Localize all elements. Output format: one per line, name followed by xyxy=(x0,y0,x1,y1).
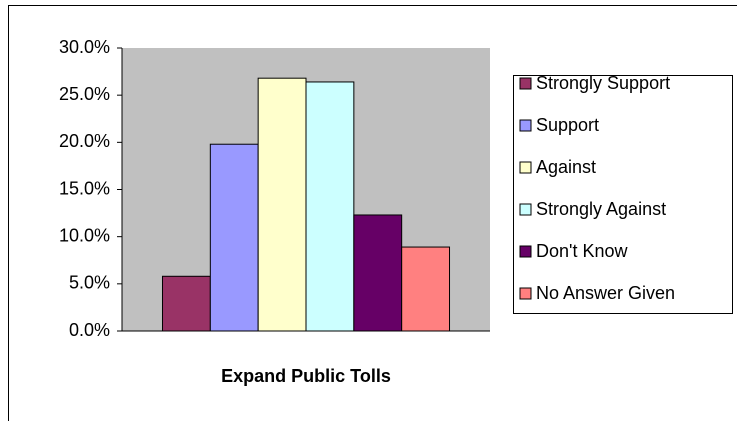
y-tick-label: 0.0% xyxy=(69,320,110,340)
legend-label: Don't Know xyxy=(536,241,628,261)
x-tick-label: Expand Public Tolls xyxy=(221,366,391,386)
bar xyxy=(402,247,450,331)
bar xyxy=(210,144,258,331)
legend-swatch xyxy=(520,120,531,131)
y-tick-label: 15.0% xyxy=(59,178,110,198)
y-tick-label: 5.0% xyxy=(69,273,110,293)
legend-label: No Answer Given xyxy=(536,283,675,303)
legend-swatch xyxy=(520,162,531,173)
legend-swatch xyxy=(520,204,531,215)
legend-swatch xyxy=(520,246,531,257)
y-tick-label: 25.0% xyxy=(59,84,110,104)
legend-label: Strongly Against xyxy=(536,199,666,219)
legend-swatch xyxy=(520,78,531,89)
legend-swatch xyxy=(520,288,531,299)
bar xyxy=(354,215,402,331)
legend-label: Against xyxy=(536,157,596,177)
bar xyxy=(258,78,306,331)
y-tick-label: 20.0% xyxy=(59,131,110,151)
bar xyxy=(162,276,210,331)
y-tick-label: 30.0% xyxy=(59,37,110,57)
y-tick-label: 10.0% xyxy=(59,225,110,245)
legend-label: Support xyxy=(536,115,599,135)
bar xyxy=(306,82,354,331)
legend-label: Strongly Support xyxy=(536,73,670,93)
legend-box xyxy=(514,76,733,314)
